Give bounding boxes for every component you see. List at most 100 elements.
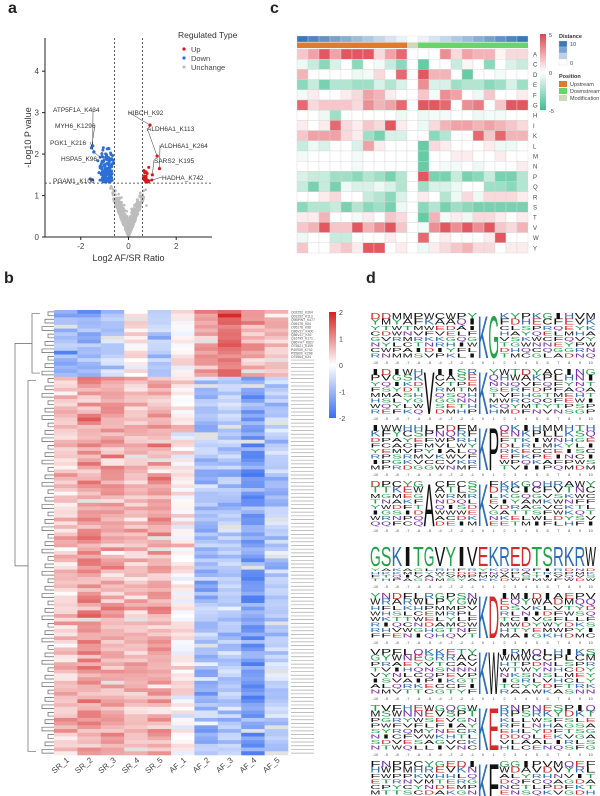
heatmap-cell <box>171 506 195 511</box>
logo-letter-small: C <box>456 480 467 489</box>
logo-letter-small: T <box>370 668 382 674</box>
dendrogram-leaf <box>47 333 54 339</box>
heatmap-cell <box>171 602 195 607</box>
logo-letter-small: L <box>424 567 437 572</box>
heatmap-cell <box>147 725 172 730</box>
heatmap-cell <box>241 454 265 459</box>
logo-letter: K <box>478 360 489 427</box>
logo-x-tick: 0 <box>482 416 485 421</box>
heatmap-cell <box>264 595 289 600</box>
heatmap-cell <box>264 402 289 407</box>
heatmap-cell <box>417 222 430 233</box>
row-label: O95178_K54 <box>291 322 311 326</box>
heatmap-cell <box>241 558 265 563</box>
logo-x-tick: 9 <box>579 416 582 421</box>
heatmap-cell <box>241 673 265 678</box>
heatmap-cell <box>406 201 419 213</box>
logo-letter-small: R <box>456 430 467 439</box>
heatmap-cell <box>318 48 331 60</box>
logo-letter-small: E <box>467 511 478 517</box>
heatmap-cell <box>194 476 219 481</box>
heatmap-cell <box>147 647 172 652</box>
logo-letter-small: I <box>467 684 480 690</box>
logo-letter-small: Y <box>370 326 381 332</box>
heatmap-cell <box>472 171 485 182</box>
heatmap-cell <box>54 473 78 478</box>
logo-x-tick: 2 <box>503 416 506 421</box>
heatmap-cell <box>194 517 219 522</box>
logo-letter-small: D <box>542 684 552 690</box>
heatmap-cell <box>472 222 485 233</box>
heatmap-cell <box>54 347 78 352</box>
logo-letter-small: F <box>413 444 425 450</box>
logo-x-tick: 6 <box>546 584 549 589</box>
logo-letter-small: Y <box>467 444 478 450</box>
heatmap-cell <box>171 365 195 370</box>
logo-x-tick: -2 <box>460 640 464 645</box>
heatmap-cell <box>439 130 452 142</box>
heatmap-cell <box>147 539 172 544</box>
logo-x-tick: -8 <box>395 640 399 645</box>
heatmap-cell <box>406 130 419 142</box>
heatmap-cell <box>307 242 320 254</box>
heatmap-cell <box>124 424 148 429</box>
logo-letter-small: V <box>532 617 543 623</box>
point-unchanged <box>132 208 136 211</box>
heatmap-cell <box>417 79 430 90</box>
logo-letter-small: S <box>403 791 414 796</box>
heatmap-cell <box>217 443 242 448</box>
logo-letter-small: V <box>413 780 424 786</box>
heatmap-cell <box>194 365 219 370</box>
heatmap-cell <box>241 710 265 715</box>
logo-letter-small: T <box>532 570 544 575</box>
heatmap-cell <box>406 59 419 70</box>
point-unchanged <box>109 184 113 188</box>
distance-annotation-cell <box>428 35 441 43</box>
logo-letter-small: L <box>542 516 552 522</box>
heatmap-cell <box>77 376 102 381</box>
heatmap-cell <box>264 350 289 355</box>
color-bar-tick: 0 <box>549 71 552 77</box>
heatmap-cell <box>264 373 289 378</box>
logo-letter-small: T <box>413 505 425 511</box>
heatmap-cell <box>450 130 463 142</box>
dendrogram-leaf <box>47 734 54 739</box>
heatmap-cell <box>241 547 265 552</box>
logo-letter-small: K <box>499 494 510 500</box>
logo-letter-small: F <box>542 522 554 528</box>
panel-d-letter: d <box>366 270 376 287</box>
point-label: SARS2_K195 <box>154 158 194 165</box>
heatmap-cell <box>77 450 102 455</box>
logo-letter-small: P <box>381 480 391 489</box>
logo-letter-small: Q <box>456 337 468 343</box>
row-label: S <box>533 206 537 212</box>
heatmap-cell <box>194 573 219 578</box>
heatmap-cell <box>461 140 474 152</box>
logo-letter-small: N <box>403 332 413 338</box>
heatmap-cell <box>217 543 242 548</box>
logo-letter-small: I <box>532 438 545 444</box>
logo-letter-small: M <box>467 522 478 528</box>
logo-letter-small: W <box>499 766 510 775</box>
logo-letter: S <box>542 541 553 572</box>
heatmap-cell <box>461 89 474 101</box>
position-annotation-cell <box>341 42 352 48</box>
logo-letter-small: R <box>381 516 391 522</box>
heatmap-cell <box>124 695 148 700</box>
logo-letter-small: N <box>489 382 499 388</box>
logo-x-tick: -1 <box>470 472 474 477</box>
dendrogram-leaf <box>44 719 54 724</box>
logo-letter-small: K <box>467 516 478 522</box>
heatmap-cell <box>100 562 125 567</box>
heatmap-cell <box>217 595 242 600</box>
logo-letter-small: S <box>381 679 392 685</box>
logo-letter-small: D <box>381 740 391 746</box>
heatmap-cell <box>494 160 507 172</box>
logo-letter: R <box>574 541 585 572</box>
heatmap-cell <box>241 473 265 478</box>
heatmap-cell <box>147 528 172 533</box>
heatmap-cell <box>241 617 265 622</box>
logo-letter-small: H <box>542 774 552 780</box>
heatmap-cell <box>417 242 430 254</box>
heatmap-cell <box>171 491 195 496</box>
